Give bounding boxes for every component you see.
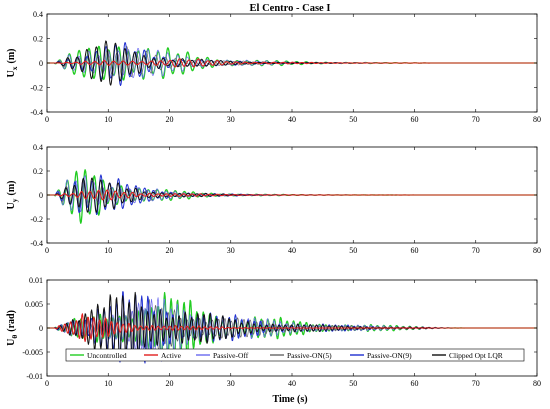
y-axis-label-unit: (m) <box>6 49 17 64</box>
x-tick-label: 70 <box>472 246 480 255</box>
x-tick-label: 0 <box>45 115 49 124</box>
series-line-active <box>47 313 537 343</box>
x-tick-label: 0 <box>45 246 49 255</box>
y-axis-label-main: U <box>6 339 17 346</box>
legend-label: Clipped Opt LQR <box>449 351 503 360</box>
x-tick-label: 50 <box>349 379 357 388</box>
y-tick-label: 0 <box>39 324 43 333</box>
x-tick-label: 70 <box>472 379 480 388</box>
x-tick-label: 10 <box>104 246 112 255</box>
legend-item: Clipped Opt LQR <box>432 351 503 360</box>
x-tick-label: 30 <box>227 379 235 388</box>
panel-ux: 0 10 20 30 40 50 60 70 80 -0.4 -0.2 0 0.2 0.4 Ux (m) <box>6 10 541 124</box>
series-group <box>47 169 537 224</box>
legend-label: Uncontrolled <box>87 351 127 360</box>
y-tick-label: 0.2 <box>33 35 43 44</box>
legend-box <box>65 348 525 362</box>
y-axis-label: Uy (m) <box>6 181 19 210</box>
y-tick-label: 0.4 <box>33 143 43 152</box>
x-tick-label: 60 <box>411 379 419 388</box>
y-axis-label-sub: y <box>10 198 19 202</box>
y-axis-label-sub: x <box>10 66 19 70</box>
legend-item: Passive-ON(9) <box>350 351 412 360</box>
y-tick-label: 0.4 <box>33 10 43 19</box>
series-line-active <box>47 189 537 201</box>
legend-item: Uncontrolled <box>70 351 127 360</box>
x-tick-label: 10 <box>104 115 112 124</box>
panel-uy: 0 10 20 30 40 50 60 70 80 -0.4 -0.2 0 0.2 0.4 Uy (m) <box>6 143 541 255</box>
y-tick-label: -0.01 <box>26 372 43 381</box>
y-tick-label: -0.4 <box>30 108 43 117</box>
y-tick-label: 0.005 <box>25 300 43 309</box>
series-group <box>47 291 537 364</box>
y-tick-label: 0 <box>39 191 43 200</box>
legend: Uncontrolled Active Passive-Off Passive-ON(… <box>65 348 525 362</box>
legend-label: Active <box>161 351 182 360</box>
x-axis-label: Time (s) <box>272 394 307 405</box>
y-tick-label: -0.4 <box>30 239 43 248</box>
x-tick-label: 50 <box>349 246 357 255</box>
series-line-active <box>47 58 537 68</box>
y-tick-label: 0.2 <box>33 167 43 176</box>
y-axis-label-sub: θ <box>10 335 19 339</box>
legend-label: Passive-Off <box>213 351 249 360</box>
legend-item: Passive-ON(5) <box>270 351 332 360</box>
legend-label: Passive-ON(5) <box>287 351 332 360</box>
x-tick-label: 20 <box>166 379 174 388</box>
y-tick-label: -0.2 <box>30 215 43 224</box>
y-tick-label: 0.01 <box>29 276 43 285</box>
x-tick-label: 40 <box>288 115 296 124</box>
x-tick-label: 20 <box>166 115 174 124</box>
x-tick-label: 10 <box>104 379 112 388</box>
x-tick-label: 40 <box>288 379 296 388</box>
y-axis-label-main: U <box>6 202 17 209</box>
y-tick-label: 0 <box>39 59 43 68</box>
x-tick-label: 50 <box>349 115 357 124</box>
x-tick-label: 80 <box>533 246 541 255</box>
legend-item: Active <box>144 351 182 360</box>
y-axis-label-unit: (rad) <box>6 310 17 332</box>
x-tick-label: 80 <box>533 379 541 388</box>
x-tick-label: 30 <box>227 246 235 255</box>
x-tick-label: 60 <box>411 115 419 124</box>
y-tick-label: -0.005 <box>22 348 43 357</box>
x-tick-label: 40 <box>288 246 296 255</box>
x-tick-label: 30 <box>227 115 235 124</box>
x-tick-label: 0 <box>45 379 49 388</box>
y-axis-label: Ux (m) <box>6 49 19 78</box>
legend-item: Passive-Off <box>196 351 249 360</box>
y-axis-label: Uθ (rad) <box>6 310 19 346</box>
x-tick-label: 70 <box>472 115 480 124</box>
x-tick-label: 20 <box>166 246 174 255</box>
figure-title: El Centro - Case I <box>250 3 331 14</box>
x-tick-label: 60 <box>411 246 419 255</box>
y-axis-label-unit: (m) <box>6 181 17 196</box>
y-tick-label: -0.2 <box>30 84 43 93</box>
x-tick-label: 80 <box>533 115 541 124</box>
panel-utheta: 0 10 20 30 40 50 60 70 80 -0.01 -0.005 0 0.005 0.01 Uθ… <box>6 276 541 388</box>
y-axis-label-main: U <box>6 70 17 77</box>
series-group <box>47 40 537 87</box>
legend-label: Passive-ON(9) <box>367 351 412 360</box>
